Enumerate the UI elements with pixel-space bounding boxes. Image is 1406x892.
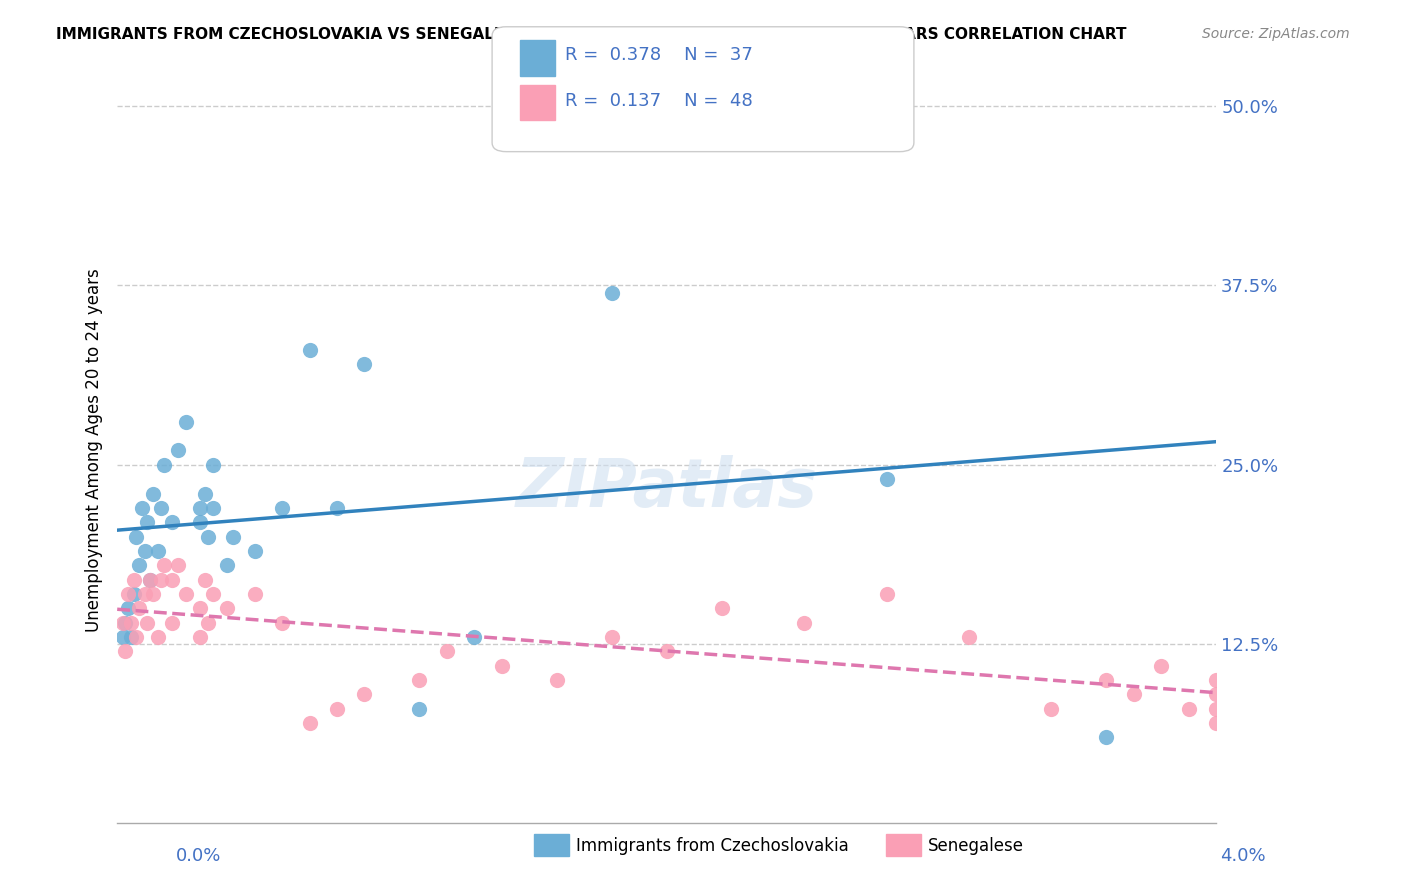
- Point: [1205, 673, 1227, 687]
- Point: [194, 486, 217, 500]
- Point: [148, 544, 170, 558]
- Point: [546, 673, 568, 687]
- Point: [353, 357, 375, 371]
- Text: Immigrants from Czechoslovakia: Immigrants from Czechoslovakia: [576, 837, 849, 855]
- Text: R =  0.378    N =  37: R = 0.378 N = 37: [565, 46, 754, 64]
- Point: [139, 573, 162, 587]
- Point: [153, 458, 176, 472]
- Point: [243, 544, 266, 558]
- Point: [160, 515, 183, 529]
- Point: [174, 415, 197, 429]
- Point: [957, 630, 980, 644]
- Point: [1150, 658, 1173, 673]
- Point: [197, 615, 219, 630]
- Point: [655, 644, 678, 658]
- Point: [710, 99, 733, 113]
- Point: [131, 500, 153, 515]
- Point: [202, 587, 225, 601]
- Y-axis label: Unemployment Among Ages 20 to 24 years: Unemployment Among Ages 20 to 24 years: [86, 268, 103, 632]
- Text: Source: ZipAtlas.com: Source: ZipAtlas.com: [1202, 27, 1350, 41]
- Point: [710, 601, 733, 615]
- Point: [122, 573, 145, 587]
- Point: [142, 486, 165, 500]
- Point: [114, 644, 136, 658]
- Point: [1205, 716, 1227, 731]
- Point: [188, 601, 211, 615]
- Point: [600, 630, 623, 644]
- Point: [125, 530, 148, 544]
- Point: [1205, 687, 1227, 701]
- Point: [194, 573, 217, 587]
- Point: [166, 558, 188, 573]
- Point: [188, 515, 211, 529]
- Point: [1095, 731, 1118, 745]
- Point: [120, 630, 142, 644]
- Point: [271, 615, 294, 630]
- Point: [139, 573, 162, 587]
- Point: [148, 630, 170, 644]
- Point: [298, 716, 321, 731]
- Text: IMMIGRANTS FROM CZECHOSLOVAKIA VS SENEGALESE UNEMPLOYMENT AMONG AGES 20 TO 24 YE: IMMIGRANTS FROM CZECHOSLOVAKIA VS SENEGA…: [56, 27, 1126, 42]
- Point: [793, 615, 815, 630]
- Point: [1205, 702, 1227, 716]
- Point: [134, 587, 156, 601]
- Text: R =  0.137    N =  48: R = 0.137 N = 48: [565, 92, 754, 110]
- Point: [408, 702, 430, 716]
- Point: [202, 458, 225, 472]
- Text: 4.0%: 4.0%: [1220, 847, 1265, 865]
- Point: [125, 630, 148, 644]
- Point: [491, 658, 513, 673]
- Point: [1095, 673, 1118, 687]
- Text: ZIPatlas: ZIPatlas: [516, 455, 818, 521]
- Point: [166, 443, 188, 458]
- Point: [436, 644, 458, 658]
- Point: [188, 630, 211, 644]
- Point: [160, 573, 183, 587]
- Point: [111, 630, 134, 644]
- Point: [1040, 702, 1063, 716]
- Text: 0.0%: 0.0%: [176, 847, 221, 865]
- Point: [142, 587, 165, 601]
- Text: Senegalese: Senegalese: [928, 837, 1024, 855]
- Point: [188, 500, 211, 515]
- Point: [122, 587, 145, 601]
- Point: [136, 615, 159, 630]
- Point: [150, 500, 173, 515]
- Point: [217, 601, 239, 615]
- Point: [326, 500, 349, 515]
- Point: [117, 601, 139, 615]
- Point: [243, 587, 266, 601]
- Point: [120, 615, 142, 630]
- Point: [153, 558, 176, 573]
- Point: [876, 472, 898, 486]
- Point: [160, 615, 183, 630]
- Point: [221, 530, 243, 544]
- Point: [202, 500, 225, 515]
- Point: [197, 530, 219, 544]
- Point: [128, 558, 150, 573]
- Point: [114, 615, 136, 630]
- Point: [298, 343, 321, 357]
- Point: [150, 573, 173, 587]
- Point: [326, 702, 349, 716]
- Point: [600, 285, 623, 300]
- Point: [128, 601, 150, 615]
- Point: [408, 673, 430, 687]
- Point: [353, 687, 375, 701]
- Point: [111, 615, 134, 630]
- Point: [134, 544, 156, 558]
- Point: [271, 500, 294, 515]
- Point: [217, 558, 239, 573]
- Point: [136, 515, 159, 529]
- Point: [876, 587, 898, 601]
- Point: [174, 587, 197, 601]
- Point: [1178, 702, 1201, 716]
- Point: [463, 630, 485, 644]
- Point: [117, 587, 139, 601]
- Point: [1122, 687, 1144, 701]
